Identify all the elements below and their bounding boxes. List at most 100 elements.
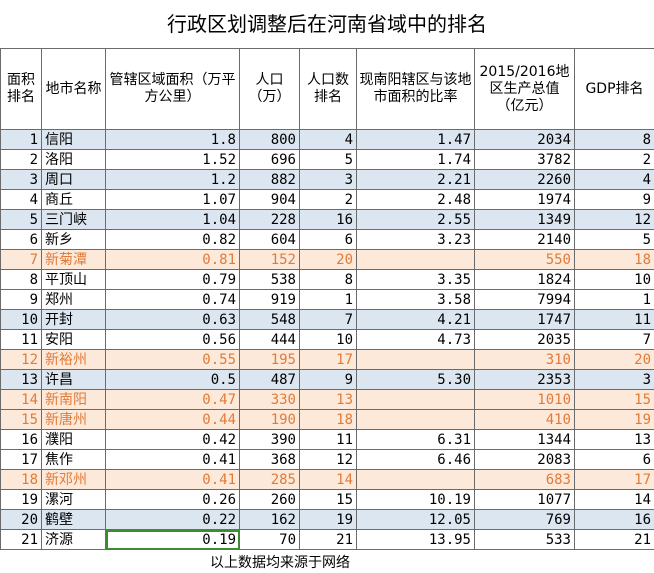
cell-population-rank[interactable]: 1 xyxy=(299,289,357,310)
cell-area-ratio[interactable] xyxy=(356,349,475,370)
cell-area-ratio[interactable]: 3.58 xyxy=(356,289,475,310)
cell-city[interactable]: 商丘 xyxy=(41,189,106,210)
cell-gdp[interactable]: 2034 xyxy=(474,129,575,150)
cell-gdp[interactable]: 2353 xyxy=(474,369,575,390)
cell-population-rank[interactable]: 16 xyxy=(299,209,357,230)
cell-gdp-rank[interactable]: 17 xyxy=(574,469,654,490)
header-area-ratio[interactable]: 现南阳辖区与该地市面积的比率 xyxy=(356,48,475,130)
cell-gdp-rank[interactable]: 9 xyxy=(574,189,654,210)
cell-area[interactable]: 0.82 xyxy=(105,229,240,250)
cell-population[interactable]: 390 xyxy=(239,429,300,450)
cell-rank[interactable]: 6 xyxy=(0,229,42,250)
cell-gdp-rank[interactable]: 21 xyxy=(574,529,654,550)
cell-population[interactable]: 538 xyxy=(239,269,300,290)
cell-area-ratio[interactable] xyxy=(356,249,475,270)
cell-area[interactable]: 0.47 xyxy=(105,389,240,410)
cell-population-rank[interactable]: 20 xyxy=(299,249,357,270)
cell-gdp-rank[interactable]: 15 xyxy=(574,389,654,410)
cell-area-ratio[interactable] xyxy=(356,469,475,490)
header-city[interactable]: 地市名称 xyxy=(41,48,106,130)
cell-area[interactable]: 0.5 xyxy=(105,369,240,390)
cell-population[interactable]: 260 xyxy=(239,489,300,510)
cell-population[interactable]: 919 xyxy=(239,289,300,310)
cell-gdp[interactable]: 3782 xyxy=(474,149,575,170)
cell-gdp-rank[interactable]: 10 xyxy=(574,269,654,290)
cell-gdp-rank[interactable]: 8 xyxy=(574,129,654,150)
cell-area[interactable]: 0.79 xyxy=(105,269,240,290)
cell-rank[interactable]: 4 xyxy=(0,189,42,210)
cell-population[interactable]: 195 xyxy=(239,349,300,370)
cell-gdp[interactable]: 683 xyxy=(474,469,575,490)
cell-rank[interactable]: 15 xyxy=(0,409,42,430)
cell-city[interactable]: 新菊潭 xyxy=(41,249,106,270)
cell-area[interactable]: 0.81 xyxy=(105,249,240,270)
cell-population[interactable]: 162 xyxy=(239,509,300,530)
cell-population[interactable]: 228 xyxy=(239,209,300,230)
cell-area-ratio[interactable]: 13.95 xyxy=(356,529,475,550)
cell-population-rank[interactable]: 3 xyxy=(299,169,357,190)
cell-area[interactable]: 0.26 xyxy=(105,489,240,510)
cell-rank[interactable]: 9 xyxy=(0,289,42,310)
cell-rank[interactable]: 21 xyxy=(0,529,42,550)
cell-area-ratio[interactable]: 3.23 xyxy=(356,229,475,250)
cell-gdp-rank[interactable]: 7 xyxy=(574,329,654,350)
cell-gdp[interactable]: 1747 xyxy=(474,309,575,330)
cell-gdp-rank[interactable]: 13 xyxy=(574,429,654,450)
cell-city[interactable]: 信阳 xyxy=(41,129,106,150)
cell-area[interactable]: 0.44 xyxy=(105,409,240,430)
cell-gdp-rank[interactable]: 20 xyxy=(574,349,654,370)
cell-population-rank[interactable]: 12 xyxy=(299,449,357,470)
cell-city[interactable]: 周口 xyxy=(41,169,106,190)
cell-area-ratio[interactable]: 3.35 xyxy=(356,269,475,290)
cell-rank[interactable]: 16 xyxy=(0,429,42,450)
cell-area[interactable]: 0.74 xyxy=(105,289,240,310)
cell-area-ratio[interactable]: 1.47 xyxy=(356,129,475,150)
cell-city[interactable]: 洛阳 xyxy=(41,149,106,170)
cell-area-ratio[interactable]: 10.19 xyxy=(356,489,475,510)
cell-city[interactable]: 新南阳 xyxy=(41,389,106,410)
cell-gdp[interactable]: 1974 xyxy=(474,189,575,210)
cell-gdp[interactable]: 1344 xyxy=(474,429,575,450)
cell-population-rank[interactable]: 4 xyxy=(299,129,357,150)
cell-population-rank[interactable]: 6 xyxy=(299,229,357,250)
cell-city[interactable]: 郑州 xyxy=(41,289,106,310)
cell-gdp[interactable]: 550 xyxy=(474,249,575,270)
cell-gdp[interactable]: 1824 xyxy=(474,269,575,290)
cell-gdp[interactable]: 1077 xyxy=(474,489,575,510)
cell-area-ratio[interactable]: 4.21 xyxy=(356,309,475,330)
cell-rank[interactable]: 12 xyxy=(0,349,42,370)
cell-city[interactable]: 新邓州 xyxy=(41,469,106,490)
cell-population[interactable]: 330 xyxy=(239,389,300,410)
cell-population-rank[interactable]: 19 xyxy=(299,509,357,530)
cell-rank[interactable]: 8 xyxy=(0,269,42,290)
cell-population-rank[interactable]: 11 xyxy=(299,429,357,450)
cell-population[interactable]: 487 xyxy=(239,369,300,390)
cell-gdp-rank[interactable]: 1 xyxy=(574,289,654,310)
cell-gdp-rank[interactable]: 3 xyxy=(574,369,654,390)
cell-gdp[interactable]: 1010 xyxy=(474,389,575,410)
cell-gdp[interactable]: 2260 xyxy=(474,169,575,190)
cell-gdp[interactable]: 2035 xyxy=(474,329,575,350)
cell-rank[interactable]: 5 xyxy=(0,209,42,230)
cell-area[interactable]: 1.04 xyxy=(105,209,240,230)
cell-area-ratio[interactable]: 4.73 xyxy=(356,329,475,350)
cell-population[interactable]: 548 xyxy=(239,309,300,330)
cell-city[interactable]: 三门峡 xyxy=(41,209,106,230)
cell-area-ratio[interactable] xyxy=(356,389,475,410)
cell-area[interactable]: 1.2 xyxy=(105,169,240,190)
cell-population[interactable]: 800 xyxy=(239,129,300,150)
cell-city[interactable]: 濮阳 xyxy=(41,429,106,450)
cell-area-ratio[interactable]: 2.48 xyxy=(356,189,475,210)
cell-gdp[interactable]: 2083 xyxy=(474,449,575,470)
cell-gdp[interactable]: 7994 xyxy=(474,289,575,310)
cell-gdp-rank[interactable]: 5 xyxy=(574,229,654,250)
cell-area-ratio[interactable]: 2.55 xyxy=(356,209,475,230)
cell-city[interactable]: 新唐州 xyxy=(41,409,106,430)
cell-population[interactable]: 696 xyxy=(239,149,300,170)
cell-area[interactable]: 0.22 xyxy=(105,509,240,530)
cell-gdp-rank[interactable]: 4 xyxy=(574,169,654,190)
cell-population-rank[interactable]: 15 xyxy=(299,489,357,510)
cell-rank[interactable]: 3 xyxy=(0,169,42,190)
cell-area-ratio[interactable]: 1.74 xyxy=(356,149,475,170)
cell-population[interactable]: 368 xyxy=(239,449,300,470)
